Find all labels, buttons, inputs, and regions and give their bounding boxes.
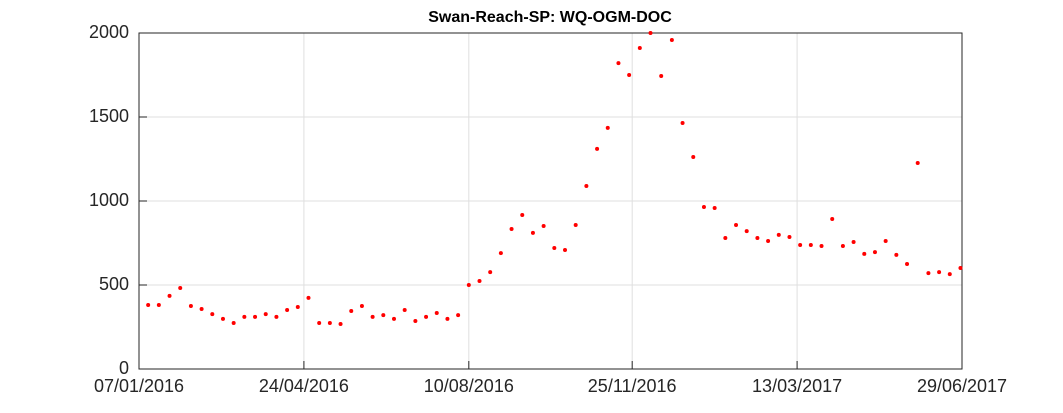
point <box>680 121 685 126</box>
point <box>167 293 172 298</box>
point <box>573 223 578 228</box>
point <box>295 305 300 310</box>
point <box>830 216 835 221</box>
point <box>402 308 407 313</box>
point <box>605 125 610 130</box>
point <box>530 230 535 235</box>
point <box>648 31 653 35</box>
point <box>381 313 386 318</box>
point <box>872 250 877 255</box>
point <box>370 314 375 319</box>
point <box>498 251 503 256</box>
point <box>937 270 942 275</box>
point <box>584 184 589 189</box>
point <box>541 224 546 229</box>
point <box>274 314 279 319</box>
point <box>691 154 696 159</box>
point <box>840 244 845 249</box>
point <box>776 232 781 237</box>
point <box>413 318 418 323</box>
point <box>755 235 760 240</box>
point <box>327 320 332 325</box>
chart-title: Swan-Reach-SP: WQ-OGM-DOC <box>428 9 672 26</box>
point <box>178 286 183 291</box>
point <box>915 161 920 166</box>
point <box>488 270 493 275</box>
y-tick-label: 0 <box>119 358 129 378</box>
y-tick-label: 1500 <box>89 106 129 126</box>
point <box>669 38 674 43</box>
grid-layer <box>138 32 963 370</box>
x-tick-label: 07/01/2016 <box>94 376 184 396</box>
point <box>391 316 396 321</box>
point <box>616 61 621 66</box>
point <box>199 307 204 312</box>
point <box>819 244 824 249</box>
point <box>958 266 963 271</box>
point <box>263 312 268 317</box>
x-tick-label: 25/11/2016 <box>588 376 677 396</box>
point <box>317 320 322 325</box>
point <box>424 314 429 319</box>
point <box>210 312 215 317</box>
point <box>894 252 899 257</box>
point <box>477 278 482 283</box>
point <box>627 73 632 77</box>
point <box>798 243 803 248</box>
mark-layer <box>146 31 963 326</box>
point <box>862 251 867 256</box>
point <box>723 235 728 240</box>
point <box>285 308 290 313</box>
point <box>787 234 792 239</box>
point <box>146 302 151 307</box>
point <box>808 243 813 248</box>
point <box>306 295 311 300</box>
point <box>947 272 952 277</box>
y-tick-label: 2000 <box>89 22 129 42</box>
point <box>434 311 439 316</box>
point <box>563 248 568 253</box>
point <box>659 74 664 79</box>
point <box>905 262 910 266</box>
x-tick-label: 24/04/2016 <box>259 376 349 396</box>
y-tick-label: 500 <box>99 274 129 294</box>
point <box>712 206 717 211</box>
point <box>466 283 471 287</box>
point <box>926 271 931 276</box>
x-tick-label: 29/06/2017 <box>917 376 1007 396</box>
point <box>509 227 514 232</box>
point <box>595 146 600 151</box>
point <box>766 238 771 243</box>
point <box>520 212 525 217</box>
point <box>552 246 557 251</box>
point <box>349 309 354 314</box>
point <box>253 314 258 319</box>
x-tick-label: 13/03/2017 <box>752 376 842 396</box>
point <box>359 304 364 308</box>
point <box>338 321 343 326</box>
point <box>883 238 888 243</box>
point <box>242 314 247 319</box>
point <box>188 304 193 308</box>
point <box>156 302 161 307</box>
y-tick-label: 1000 <box>89 190 129 210</box>
point <box>220 316 225 321</box>
point <box>734 223 739 228</box>
point <box>637 45 642 50</box>
point <box>231 320 236 325</box>
point <box>456 313 461 318</box>
point <box>701 205 706 210</box>
point <box>445 316 450 321</box>
point <box>851 239 856 244</box>
point <box>744 229 749 234</box>
x-tick-label: 10/08/2016 <box>424 376 514 396</box>
